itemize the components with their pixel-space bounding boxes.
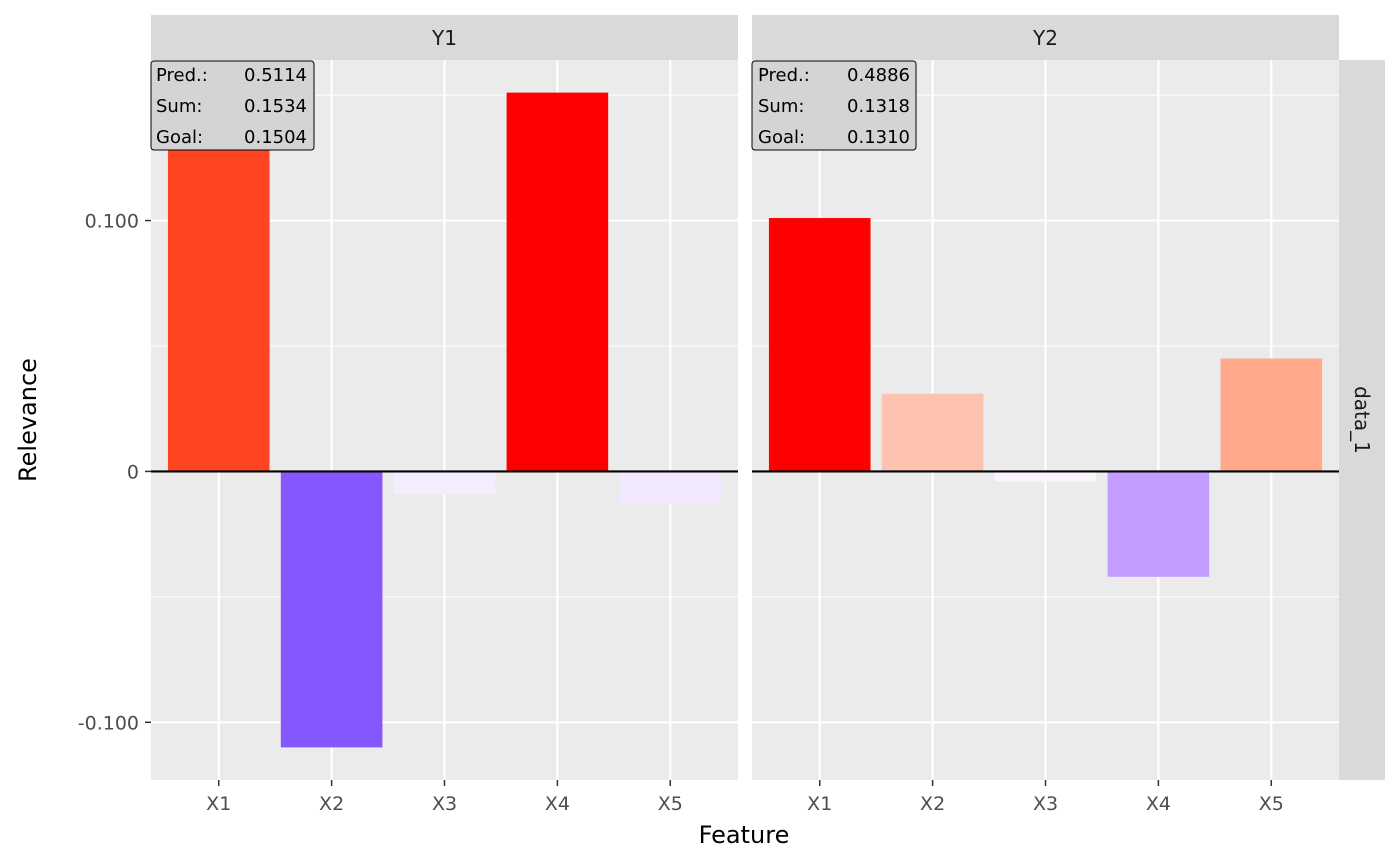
annotation-goal-label: Goal: (156, 127, 203, 148)
row-strip-label: data_1 (1350, 386, 1374, 454)
x-tick-label: X4 (545, 793, 570, 815)
bar-x1 (768, 218, 871, 472)
y-tick-label: 0.100 (85, 211, 139, 233)
row-strip (1339, 60, 1385, 780)
bar-x5 (619, 471, 722, 505)
facet-label-y1: Y1 (431, 26, 457, 50)
annotation-pred-value: 0.5114 (244, 65, 307, 86)
annotation-background (150, 60, 315, 151)
x-tick-label: X2 (319, 793, 344, 815)
annotation-background (751, 60, 917, 151)
annotation-sum-value: 0.1534 (244, 96, 307, 117)
annotation-goal-value: 0.1504 (244, 127, 307, 148)
bar-x4 (506, 92, 609, 472)
bar-x4 (1107, 471, 1210, 577)
x-tick-label: X5 (1259, 793, 1284, 815)
x-axis-ticks: X1 X2 X3 X4 X5 (206, 780, 683, 815)
x-axis-title: Feature (699, 821, 790, 849)
annotation-pred-label: Pred.: (156, 65, 208, 86)
facet-label-y2: Y2 (1032, 26, 1058, 50)
bar-x2 (280, 471, 383, 748)
bar-x1 (167, 132, 270, 472)
panel-bars (167, 92, 722, 748)
x-axis-ticks: X1 X2 X3 X4 X5 (807, 780, 1284, 815)
panel-bars (768, 218, 1323, 577)
annotation-goal-value: 0.1310 (847, 127, 910, 148)
bar-x5 (1220, 358, 1323, 472)
facet-panel-y2: Y2 Pred.: 0.4886 Sum: 0.1318 Goal: 0.131… (751, 15, 1339, 815)
annotation-sum-label: Sum: (156, 96, 202, 117)
y-tick-label: 0 (127, 461, 139, 483)
annotation-goal-label: Goal: (758, 127, 805, 148)
annotation-pred-value: 0.4886 (847, 65, 910, 86)
x-tick-label: X3 (432, 793, 457, 815)
annotation-sum-value: 0.1318 (847, 96, 910, 117)
y-tick-label: -0.100 (78, 712, 139, 734)
facet-panel-y1: Y1 Pred.: 0.5114 Sum: 0.1534 Goal: 0.150… (150, 15, 738, 815)
y-axis-ticks: -0.100 0 0.100 (78, 211, 151, 734)
y-axis-title: Relevance (14, 358, 42, 482)
annotation-box: Pred.: 0.5114 Sum: 0.1534 Goal: 0.1504 (150, 60, 315, 151)
x-tick-label: X5 (658, 793, 683, 815)
annotation-sum-label: Sum: (758, 96, 804, 117)
facet-strip (151, 15, 738, 60)
bar-x3 (994, 471, 1097, 482)
x-tick-label: X1 (807, 793, 832, 815)
annotation-box: Pred.: 0.4886 Sum: 0.1318 Goal: 0.1310 (751, 60, 917, 151)
bar-x3 (393, 471, 496, 495)
bar-x2 (881, 393, 984, 472)
x-tick-label: X4 (1146, 793, 1171, 815)
x-tick-label: X1 (206, 793, 231, 815)
x-tick-label: X3 (1033, 793, 1058, 815)
annotation-pred-label: Pred.: (758, 65, 810, 86)
facet-strip (752, 15, 1339, 60)
x-tick-label: X2 (920, 793, 945, 815)
